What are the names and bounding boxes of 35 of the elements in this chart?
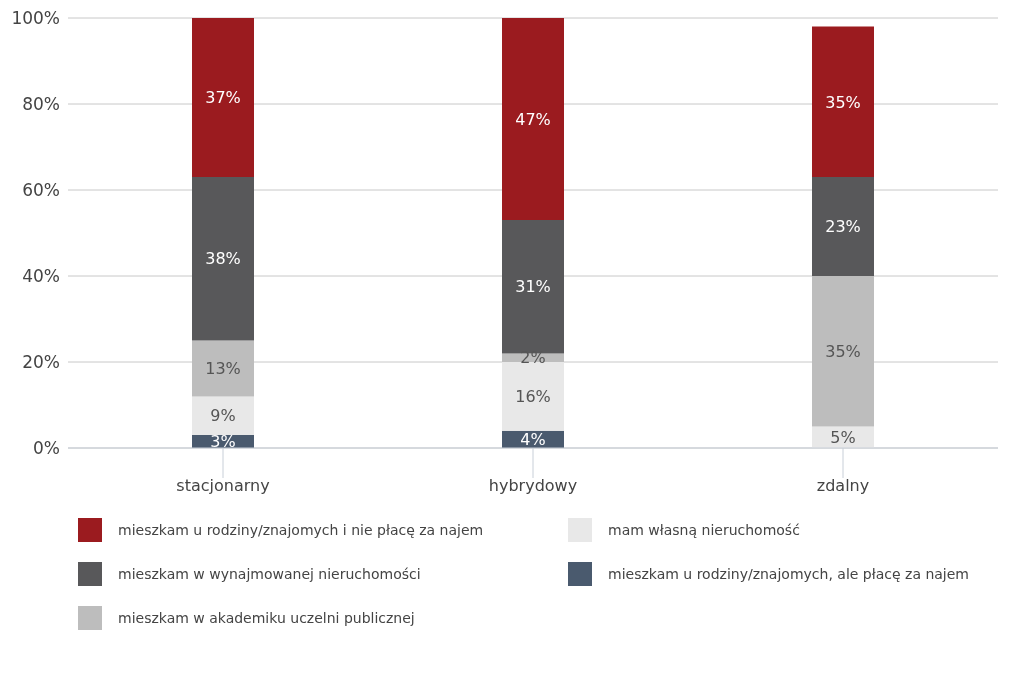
bar	[192, 396, 254, 436]
y-tick-label: 100%	[11, 8, 60, 29]
data-label: 23%	[825, 217, 861, 237]
bar	[192, 18, 254, 178]
data-label: 4%	[520, 430, 546, 450]
bar	[812, 26, 874, 178]
legend-label: mieszkam w wynajmowanej nieruchomości	[118, 566, 421, 582]
legend-label: mam własną nieruchomość	[608, 522, 800, 538]
x-tick-label: zdalny	[816, 476, 870, 496]
data-label: 35%	[825, 92, 861, 112]
y-tick-label: 80%	[22, 94, 60, 115]
x-tick-label: hybrydowy	[488, 476, 578, 496]
bar	[812, 177, 874, 276]
y-tick-label: 40%	[22, 266, 60, 287]
data-label: 9%	[210, 406, 236, 426]
data-label: 5%	[830, 427, 856, 447]
y-tick-label: 60%	[22, 180, 60, 201]
data-label: 2%	[520, 348, 546, 368]
y-tick-label: 0%	[33, 438, 60, 459]
data-label: 35%	[825, 341, 861, 361]
y-tick-label: 20%	[22, 352, 60, 373]
x-tick-label: stacjonarny	[176, 476, 270, 496]
legend-label: mieszkam w akademiku uczelni publicznej	[118, 610, 415, 626]
legend-label: mieszkam u rodziny/znajomych i nie płacę za najem	[118, 522, 484, 538]
legend-label: mieszkam u rodziny/znajomych, ale płacę za najem	[608, 566, 970, 582]
bar	[502, 362, 564, 431]
data-label: 37%	[205, 88, 241, 108]
bar	[192, 177, 254, 341]
data-label: 38%	[205, 249, 241, 269]
data-label: 31%	[515, 277, 551, 297]
data-label: 13%	[205, 359, 241, 379]
data-label: 3%	[210, 432, 236, 452]
data-label: 16%	[515, 387, 551, 407]
data-label: 47%	[515, 109, 551, 129]
bar	[502, 18, 564, 221]
